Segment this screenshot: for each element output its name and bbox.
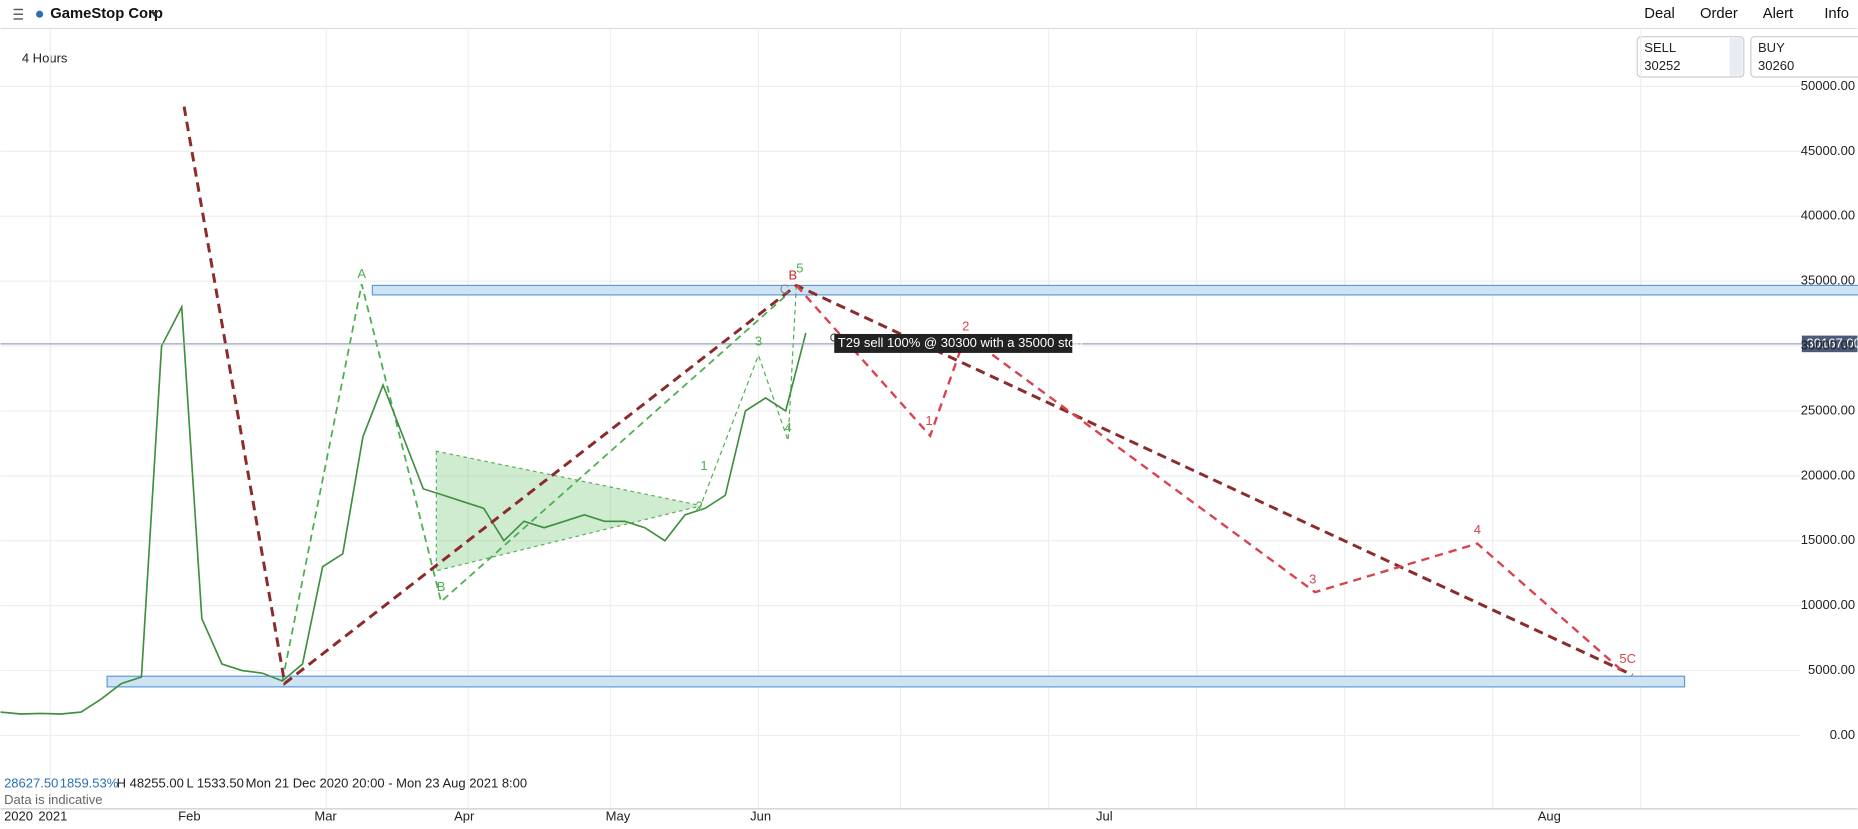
x-tick-label: Aug <box>1538 809 1561 824</box>
tag-icon <box>36 10 44 18</box>
buy-box[interactable]: BUY 30260 <box>1750 36 1858 78</box>
trend-line <box>182 106 1634 687</box>
grid <box>0 29 1801 809</box>
wave-label: 2 <box>962 318 969 333</box>
wave-label: 4 <box>1474 522 1481 537</box>
x-tick-label: Feb <box>178 809 200 824</box>
price-line <box>0 304 807 715</box>
wave-label: 2 <box>696 498 703 513</box>
menu-item[interactable]: Alert <box>1763 6 1793 22</box>
current-price-tag: 30167.00 <box>1801 335 1858 353</box>
top-bar <box>0 0 1858 29</box>
y-tick-label: 15000.00 <box>1801 532 1855 547</box>
menu-item[interactable]: Order <box>1700 6 1738 22</box>
y-tick-label: 35000.00 <box>1801 273 1855 288</box>
stat-range: Mon 21 Dec 2020 20:00 - Mon 23 Aug 2021 … <box>246 775 527 790</box>
menu-item[interactable]: Info <box>1824 6 1849 22</box>
dropdown-arrow[interactable] <box>150 11 159 17</box>
y-tick-label: 0.00 <box>1830 727 1855 742</box>
y-tick-label: 20000.00 <box>1801 467 1855 482</box>
support-zone <box>106 675 1686 688</box>
y-tick-label: 40000.00 <box>1801 208 1855 223</box>
wave-label: B <box>437 579 446 594</box>
x-tick-label: May <box>606 809 631 824</box>
menu-item[interactable]: Deal <box>1644 6 1674 22</box>
stat-last: 28627.50 <box>4 775 58 790</box>
stat-low: L 1533.50 <box>186 775 243 790</box>
menu-icon[interactable] <box>13 8 24 20</box>
timeframe[interactable]: 4 Hours <box>22 51 68 66</box>
annotation-box[interactable] <box>834 333 1073 353</box>
wave-label: 1 <box>925 413 932 428</box>
sell-price: 30252 <box>1644 58 1680 73</box>
buy-label: BUY <box>1758 40 1785 55</box>
x-tick-label: Jun <box>750 809 771 824</box>
wave-label: 4 <box>784 420 791 435</box>
wave-label: 3 <box>755 334 762 349</box>
wave-count <box>698 285 797 510</box>
y-tick-label: 30000.00 <box>1801 337 1855 352</box>
sell-box[interactable]: SELL 30252 <box>1636 36 1745 78</box>
stat-high: H 48255.00 <box>117 775 184 790</box>
wave-label: C <box>780 282 789 297</box>
wave-label: 1 <box>700 458 707 473</box>
y-tick-label: 50000.00 <box>1801 78 1855 93</box>
wave-label: 5C <box>1619 651 1636 666</box>
x-axis: 2020 2021 Feb Mar Apr May Jun Jul Aug <box>4 809 1561 824</box>
stat-change: 1859.53% <box>60 775 119 790</box>
wave-label: B <box>788 267 797 282</box>
y-tick-label: 45000.00 <box>1801 143 1855 158</box>
wave-label: 3 <box>1309 572 1316 587</box>
y-tick-label: 5000.00 <box>1808 662 1855 677</box>
wave-label: 5 <box>796 260 803 275</box>
sell-label: SELL <box>1644 40 1676 55</box>
x-tick-label: Apr <box>454 809 475 824</box>
x-tick-label: 2021 <box>38 809 67 824</box>
y-tick-label: 25000.00 <box>1801 402 1855 417</box>
x-tick-label: Mar <box>314 809 337 824</box>
annotation-text: T29 sell 100% @ 30300 with a 35000 stop <box>838 335 1083 350</box>
instrument-title[interactable]: GameStop Corp <box>50 6 163 22</box>
wave-label: A <box>357 266 366 281</box>
y-tick-label: 10000.00 <box>1801 597 1855 612</box>
resistance-zone <box>371 284 1858 296</box>
projection <box>795 284 1624 673</box>
x-tick-label: 2020 <box>4 809 33 824</box>
disclaimer: Data is indicative <box>4 792 102 807</box>
current-price-label: 30167.00 <box>1807 335 1858 350</box>
buy-price: 30260 <box>1758 58 1794 73</box>
x-tick-label: Jul <box>1096 809 1113 824</box>
price-series <box>0 304 807 715</box>
triangle-pattern <box>435 450 702 572</box>
wave-count <box>281 284 789 682</box>
